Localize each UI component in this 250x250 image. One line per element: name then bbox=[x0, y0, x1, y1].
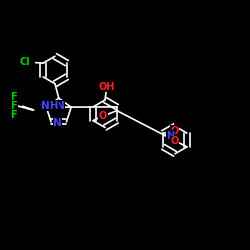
Text: O: O bbox=[170, 136, 178, 146]
Text: F: F bbox=[10, 101, 17, 111]
Text: Cl: Cl bbox=[20, 57, 30, 67]
Text: N: N bbox=[166, 130, 175, 140]
Text: O: O bbox=[99, 110, 107, 120]
Text: F: F bbox=[10, 110, 17, 120]
Text: OH: OH bbox=[98, 82, 114, 92]
Text: O: O bbox=[170, 126, 178, 136]
Text: F: F bbox=[10, 92, 17, 102]
Text: N: N bbox=[56, 101, 65, 111]
Text: N: N bbox=[53, 118, 62, 128]
Text: NH: NH bbox=[41, 101, 58, 111]
